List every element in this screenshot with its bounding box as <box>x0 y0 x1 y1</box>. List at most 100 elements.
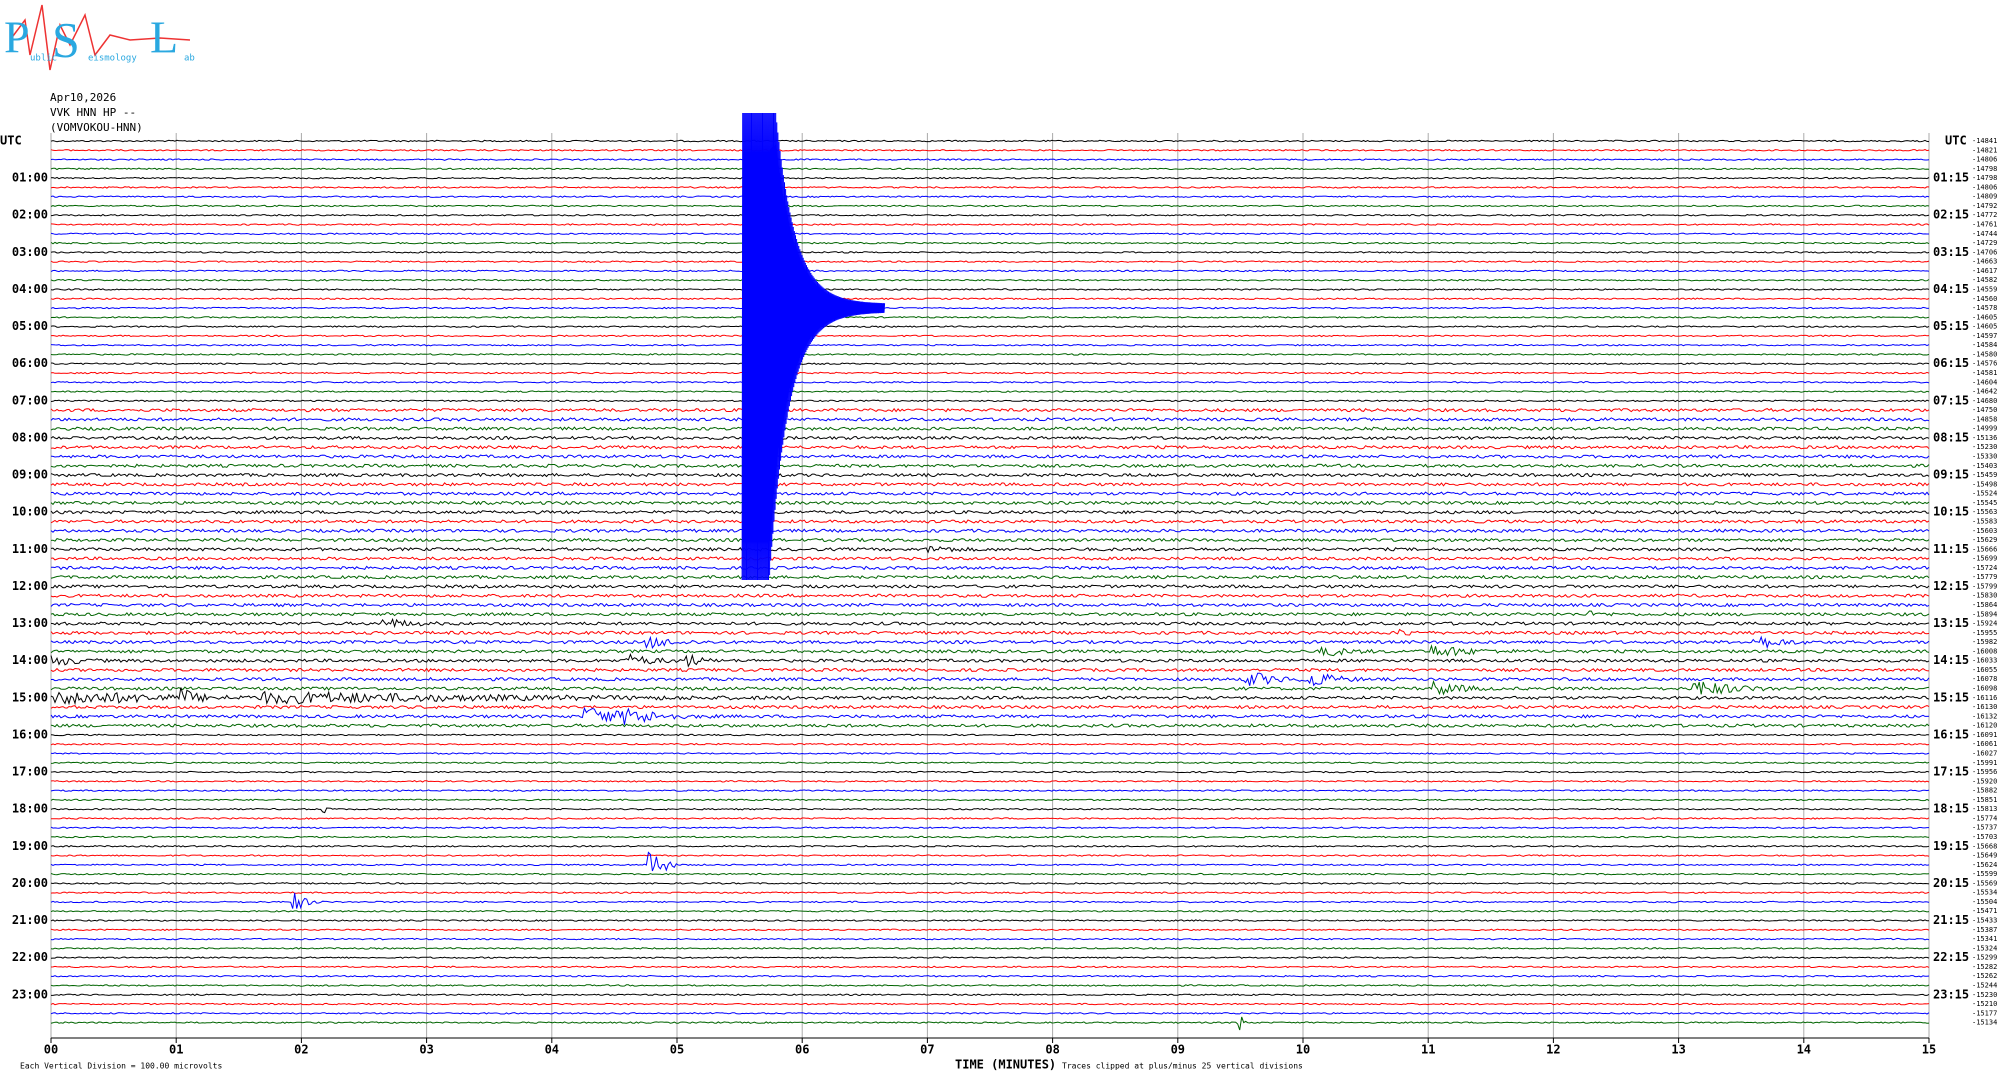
trace-value: -15262 <box>1972 972 1997 980</box>
trace-value: -15459 <box>1972 471 1997 479</box>
trace-value: -14576 <box>1972 360 1997 368</box>
trace-value: -14806 <box>1972 183 1997 191</box>
trace-value: -15629 <box>1972 536 1997 544</box>
row-label: 02:00 <box>12 208 48 222</box>
trace-value: -14761 <box>1972 221 1997 229</box>
trace <box>50 610 1930 617</box>
logo-wave <box>9 4 191 71</box>
trace-value: -15920 <box>1972 777 1997 785</box>
trace-value: -14581 <box>1972 369 1997 377</box>
clipped-event <box>741 112 886 581</box>
x-tick-label: 13 <box>1671 1043 1685 1057</box>
trace-value: -14560 <box>1972 295 1997 303</box>
trace <box>50 537 1930 543</box>
row-label: 03:15 <box>1933 245 1969 259</box>
row-label: 03:00 <box>12 245 48 259</box>
trace <box>50 1012 1930 1015</box>
trace <box>50 602 1930 608</box>
row-label: 23:00 <box>12 987 48 1001</box>
row-label: 10:15 <box>1933 505 1969 519</box>
trace-value: -16130 <box>1972 703 1997 711</box>
scale-note: Each Vertical Division = 100.00 microvol… <box>20 1062 222 1071</box>
trace <box>50 835 1930 839</box>
row-label: 05:00 <box>12 319 48 333</box>
trace-value: -14706 <box>1972 248 1997 256</box>
trace <box>50 956 1930 959</box>
trace <box>50 723 1930 728</box>
x-tick-label: 05 <box>670 1043 684 1057</box>
trace-value: -15982 <box>1972 638 1997 646</box>
trace-value: -15471 <box>1972 907 1997 915</box>
trace <box>50 139 1930 143</box>
trace <box>50 617 1930 629</box>
trace <box>50 672 1930 687</box>
trace <box>50 260 1930 263</box>
trace <box>50 491 1930 496</box>
trace <box>50 167 1930 171</box>
row-label: 05:15 <box>1933 319 1969 333</box>
trace <box>50 1016 1930 1031</box>
logo-word: eismology <box>88 54 137 64</box>
trace <box>50 574 1930 580</box>
trace-value: -14772 <box>1972 211 1997 219</box>
trace-value: -16091 <box>1972 731 1997 739</box>
trace-value: -14744 <box>1972 230 1997 238</box>
x-tick-label: 14 <box>1797 1043 1811 1057</box>
row-label: 18:00 <box>12 802 48 816</box>
trace <box>50 780 1930 783</box>
trace <box>50 891 1930 894</box>
trace-value: -16120 <box>1972 722 1997 730</box>
trace <box>50 984 1930 987</box>
row-label: 04:00 <box>12 282 48 296</box>
trace-value: -16055 <box>1972 666 1997 674</box>
trace-value: -15433 <box>1972 917 1997 925</box>
trace <box>50 316 1930 319</box>
x-axis-title: TIME (MINUTES) <box>955 1058 1056 1072</box>
left-axis-title: UTC <box>0 134 22 148</box>
station-name: (VOMVOKOU-HNN) <box>50 121 143 134</box>
row-label: 12:00 <box>12 579 48 593</box>
trace <box>50 362 1930 365</box>
trace-value: -15210 <box>1972 1000 1997 1008</box>
trace <box>50 500 1930 506</box>
trace <box>50 528 1930 534</box>
row-label: 22:00 <box>12 950 48 964</box>
labels: 00 01 02 03 04 05 06 07 08 09 10 11 12 13 14 15 UTC UTC 01… <box>0 134 1997 1072</box>
row-label: 12:15 <box>1933 579 1969 593</box>
trace-value: -16027 <box>1972 749 1997 757</box>
trace-value: -15534 <box>1972 889 1997 897</box>
trace <box>50 454 1930 459</box>
trace <box>50 381 1930 384</box>
trace <box>50 965 1930 969</box>
trace-value: -14578 <box>1972 304 1997 312</box>
trace <box>50 704 1930 710</box>
trace <box>50 851 1930 872</box>
trace <box>50 761 1930 765</box>
grid <box>50 133 1930 1043</box>
trace-value: -15569 <box>1972 879 1997 887</box>
trace-value: -14792 <box>1972 202 1997 210</box>
trace-value: -15779 <box>1972 573 1997 581</box>
trace-value: -15699 <box>1972 555 1997 563</box>
trace <box>50 353 1930 356</box>
trace <box>50 635 1930 650</box>
trace <box>50 232 1929 236</box>
trace <box>51 390 1930 393</box>
trace <box>50 974 1930 978</box>
trace-value: -14841 <box>1972 137 1997 145</box>
row-label: 08:00 <box>12 430 48 444</box>
trace <box>50 652 1930 668</box>
row-label: 13:15 <box>1933 616 1969 630</box>
logo-letter: S <box>52 11 80 67</box>
trace <box>50 1002 1930 1006</box>
trace-value: -15545 <box>1972 499 1997 507</box>
trace-value: -15177 <box>1972 1009 1997 1017</box>
trace <box>50 928 1930 932</box>
trace <box>50 667 1930 673</box>
trace-value: -14605 <box>1972 323 1997 331</box>
trace <box>50 251 1930 254</box>
trace <box>50 149 1930 152</box>
logo: P S L ublic eismology ab <box>4 4 195 71</box>
trace-value: -15894 <box>1972 610 1997 618</box>
trace <box>50 213 1930 217</box>
